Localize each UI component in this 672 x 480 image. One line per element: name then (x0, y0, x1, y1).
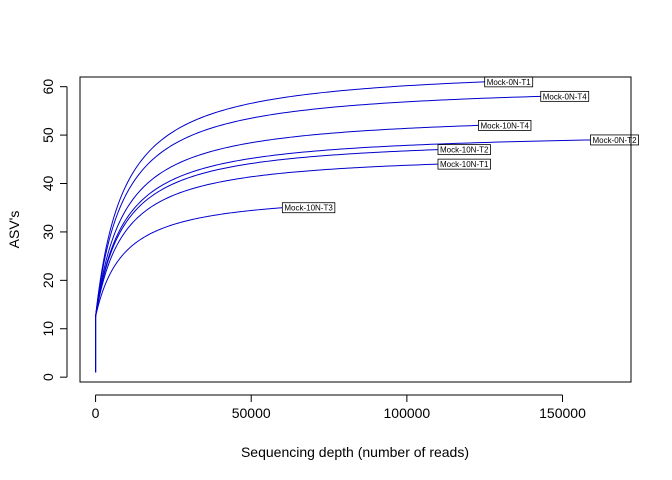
y-axis-title: ASV's (6, 211, 22, 249)
curve-label-text: Mock-0N-T1 (487, 78, 532, 87)
curves-layer (95, 81, 591, 373)
plot-frame (79, 76, 632, 383)
curve-label-mock-10n-t1: Mock-10N-T1 (437, 158, 491, 170)
x-axis: 0 50000 100000 150000 (92, 394, 586, 421)
x-tick-label: 150000 (539, 405, 586, 421)
curve-label-mock-10n-t4: Mock-10N-T4 (478, 120, 532, 131)
y-tick-label: 60 (40, 79, 56, 95)
curve-label-mock-10n-t3: Mock-10N-T3 (281, 202, 336, 214)
curve-label-mock-0n-t2: Mock-0N-T2 (590, 134, 639, 146)
y-tick-label: 10 (40, 321, 56, 337)
curve-mock-10n-t4 (95, 124, 479, 373)
curve-label-mock-0n-t4: Mock-0N-T4 (540, 90, 590, 102)
y-tick-label: 0 (40, 373, 56, 381)
x-axis-title: Sequencing depth (number of reads) (241, 444, 469, 460)
y-tick-label: 30 (40, 224, 56, 240)
curve-label-box (281, 202, 336, 214)
curve-label-text: Mock-0N-T4 (543, 92, 588, 101)
curve-label-text: Mock-10N-T3 (284, 204, 333, 213)
y-tick-label: 20 (40, 272, 56, 288)
curve-label-box (437, 144, 491, 156)
curve-label-box (540, 90, 590, 102)
x-tick-label: 0 (92, 405, 100, 421)
curve-mock-0n-t1 (95, 81, 485, 373)
curve-label-text: Mock-10N-T2 (440, 146, 489, 155)
curve-label-box (478, 120, 532, 131)
curve-label-text: Mock-10N-T4 (480, 121, 529, 130)
y-tick-label: 50 (40, 127, 56, 143)
curve-mock-10n-t2 (95, 149, 439, 373)
curve-label-text: Mock-10N-T1 (440, 160, 489, 169)
y-axis: 0 10 20 30 40 50 60 (40, 79, 68, 381)
curve-mock-0n-t2 (95, 139, 591, 373)
y-tick-label: 40 (40, 176, 56, 192)
curve-mock-0n-t4 (95, 95, 541, 373)
curve-mock-10n-t3 (95, 207, 283, 373)
curve-mock-10n-t1 (95, 163, 439, 373)
curve-label-mock-10n-t2: Mock-10N-T2 (437, 144, 491, 156)
curve-label-box (437, 158, 491, 170)
curve-label-box (590, 134, 639, 146)
x-tick-label: 100000 (384, 405, 431, 421)
curve-label-mock-0n-t1: Mock-0N-T1 (484, 76, 534, 88)
curve-label-text: Mock-0N-T2 (593, 136, 638, 145)
x-tick-label: 50000 (232, 405, 271, 421)
